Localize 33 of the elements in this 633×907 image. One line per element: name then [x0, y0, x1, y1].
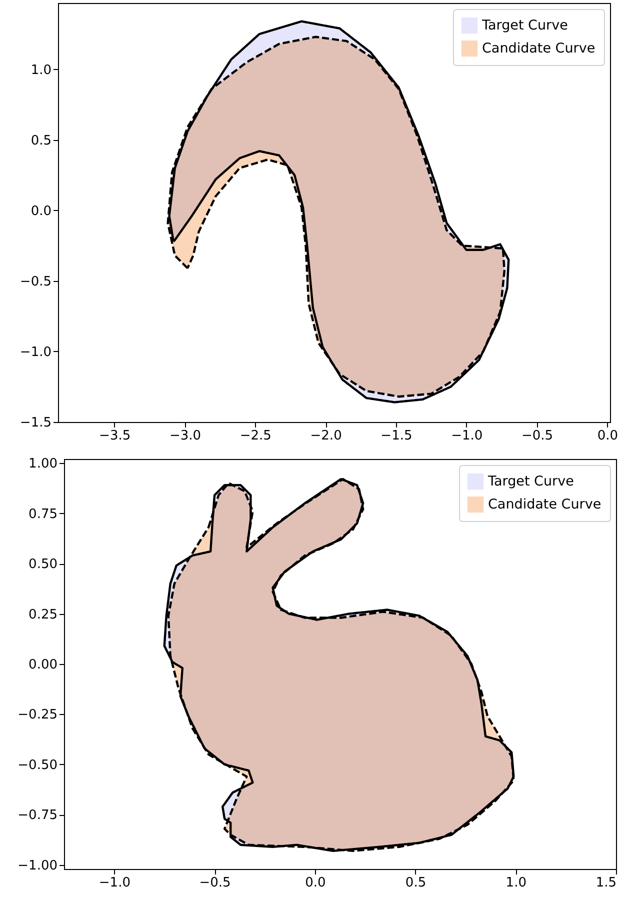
x-tick-label: 1.0 — [506, 876, 526, 890]
y-tick-label: 0.5 — [30, 133, 52, 148]
y-tick-label: 1.00 — [28, 456, 58, 472]
x-tick-label: −0.5 — [199, 876, 231, 890]
y-tick-label: −0.75 — [18, 808, 58, 824]
x-tick-label: 0.5 — [405, 876, 426, 890]
x-tick-label: −3.0 — [169, 428, 202, 444]
x-tick-label: −1.5 — [380, 428, 412, 444]
x-tick-label: −1.0 — [451, 428, 483, 444]
x-tick-label: −3.5 — [99, 428, 131, 444]
y-tick-label: 0.50 — [28, 557, 58, 572]
y-tick-label: 1.0 — [30, 62, 52, 78]
y-tick-label: 0.25 — [28, 607, 58, 622]
y-tick-label: 0.00 — [28, 658, 58, 672]
x-tick-label: 0.0 — [305, 876, 326, 890]
x-tick-label: −2.5 — [240, 428, 272, 444]
legend-label: Target Curve — [487, 474, 574, 490]
y-tick-label: 0.75 — [28, 506, 58, 522]
y-tick-label: −0.25 — [18, 708, 58, 723]
y-tick-label: −1.0 — [20, 344, 52, 360]
x-tick-label: −0.5 — [521, 428, 554, 444]
x-tick-label: −1.0 — [98, 876, 130, 890]
y-tick-label: 0.0 — [30, 204, 52, 219]
legend-label: Candidate Curve — [488, 496, 602, 512]
legend-label: Target Curve — [481, 18, 568, 34]
y-tick-label: −0.50 — [18, 758, 58, 773]
x-tick-label: 1.5 — [596, 876, 616, 890]
y-tick-label: −1.5 — [20, 416, 52, 430]
y-tick-label: −1.00 — [18, 858, 58, 874]
x-tick-label: −2.0 — [310, 428, 342, 444]
x-tick-label: 0.0 — [597, 428, 618, 444]
y-tick-label: −0.5 — [20, 274, 52, 290]
legend-label: Candidate Curve — [482, 40, 596, 56]
